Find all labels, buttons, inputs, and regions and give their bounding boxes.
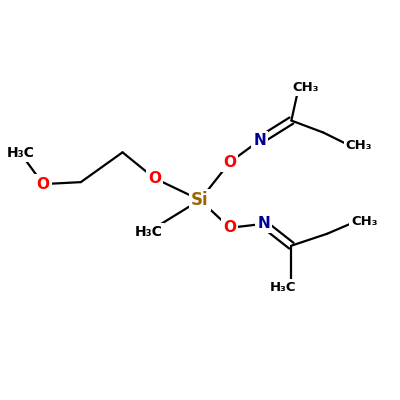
Text: O: O bbox=[223, 220, 236, 235]
Text: Si: Si bbox=[191, 191, 209, 209]
Text: N: N bbox=[257, 216, 270, 231]
Text: CH₃: CH₃ bbox=[292, 81, 318, 94]
Text: CH₃: CH₃ bbox=[346, 139, 372, 152]
Text: O: O bbox=[223, 155, 236, 170]
Text: H₃C: H₃C bbox=[6, 146, 34, 160]
Text: N: N bbox=[253, 133, 266, 148]
Text: CH₃: CH₃ bbox=[352, 215, 378, 228]
Text: O: O bbox=[148, 171, 161, 186]
Text: H₃C: H₃C bbox=[134, 225, 162, 239]
Text: H₃C: H₃C bbox=[270, 281, 297, 294]
Text: O: O bbox=[36, 177, 50, 192]
